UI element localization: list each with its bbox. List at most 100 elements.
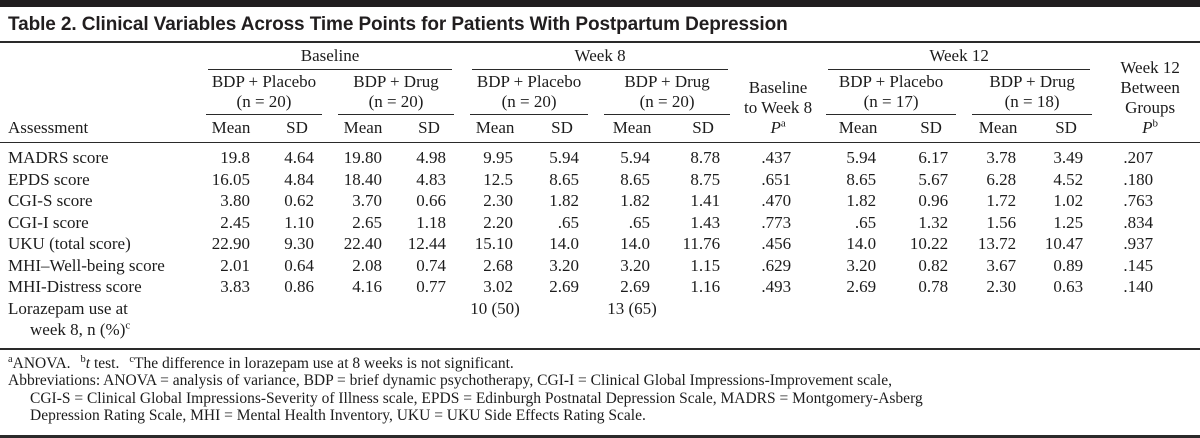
value-cell <box>898 298 964 349</box>
row-label: CGI-S score <box>8 191 93 210</box>
value-cell: 0.89 <box>1053 255 1084 275</box>
value-cell: 3.80 <box>220 191 250 210</box>
value-cell: 14.0 <box>620 234 651 253</box>
value-cell: 5.94 <box>846 148 877 167</box>
week12-spanner-label: Week 12 <box>828 46 1091 70</box>
value-cell: 3.83 <box>220 277 250 296</box>
value-cell <box>818 298 898 349</box>
value-cell: 3.02 <box>483 277 514 296</box>
value-cell: 12.5 <box>483 169 514 189</box>
value-cell: 0.74 <box>416 255 447 275</box>
value-cell <box>528 298 596 349</box>
value-cell: .937 <box>1123 234 1154 253</box>
baseline-to-week8-p-header: Baseline to Week 8 Pa <box>738 43 819 143</box>
value-cell: 1.82 <box>620 191 651 210</box>
value-cell: 1.10 <box>284 212 314 232</box>
value-cell: .456 <box>761 234 792 253</box>
value-cell: 19.80 <box>343 148 382 167</box>
value-cell: 2.69 <box>846 277 877 296</box>
week8-spanner-label: Week 8 <box>472 46 729 70</box>
value-cell: 0.86 <box>284 277 314 296</box>
p-header-line: Baseline <box>748 78 808 97</box>
value-cell: 0.77 <box>416 277 447 296</box>
value-cell: 22.40 <box>343 234 382 253</box>
baseline-placebo-group-header: BDP + Placebo (n = 20) <box>198 70 330 115</box>
mean-header: Mean <box>330 115 396 143</box>
mean-header: Mean <box>818 115 899 143</box>
sd-header: SD <box>396 115 463 143</box>
p-header-line: Between <box>1120 78 1180 97</box>
value-cell: 4.83 <box>416 169 447 189</box>
baseline-spanner-label: Baseline <box>208 46 453 70</box>
value-cell: 3.78 <box>986 148 1017 167</box>
value-cell: 1.82 <box>549 191 580 210</box>
value-cell: 2.45 <box>220 212 250 232</box>
footnote-a: aANOVA. <box>8 353 71 372</box>
value-cell: 1.56 <box>986 212 1017 232</box>
sd-header: SD <box>264 115 330 143</box>
value-cell: 1.72 <box>986 191 1017 210</box>
value-cell: 2.20 <box>483 212 514 232</box>
value-cell: .65 <box>628 212 651 232</box>
value-cell: 1.16 <box>690 277 721 296</box>
value-cell <box>1032 298 1100 349</box>
value-cell: .763 <box>1123 191 1154 210</box>
value-cell <box>1100 298 1200 349</box>
baseline-spanner: Baseline <box>198 43 462 70</box>
row-label: MADRS score <box>8 148 109 167</box>
count-cell: 13 (65) <box>607 298 657 318</box>
value-cell: 4.98 <box>416 148 447 167</box>
value-cell: 0.96 <box>918 191 949 210</box>
value-cell: 1.25 <box>1053 212 1084 232</box>
mean-header: Mean <box>462 115 529 143</box>
sd-header: SD <box>668 115 739 143</box>
sd-header: SD <box>898 115 965 143</box>
value-cell: 1.32 <box>918 212 949 232</box>
value-cell: 8.65 <box>846 169 877 189</box>
value-cell: 2.65 <box>352 212 382 232</box>
value-cell <box>330 298 396 349</box>
row-label: MHI-Distress score <box>8 277 142 296</box>
value-cell: 9.95 <box>483 148 514 167</box>
week12-between-groups-p-header: Week 12 Between Groups Pb <box>1100 43 1200 143</box>
value-cell: 1.41 <box>690 191 721 210</box>
week12-drug-group-header: BDP + Drug (n = 18) <box>964 70 1100 115</box>
baseline-drug-group-header: BDP + Drug (n = 20) <box>330 70 462 115</box>
value-cell: .629 <box>761 255 792 275</box>
value-cell: 0.82 <box>918 255 949 275</box>
value-cell: .145 <box>1123 255 1154 275</box>
mean-sd-header-row: Mean SD Mean SD Mean SD Mean SD Mean SD … <box>0 115 1200 143</box>
value-cell <box>668 298 738 349</box>
value-cell: .65 <box>557 212 580 232</box>
p-header-line: Groups <box>1125 98 1176 117</box>
row-label: MHI–Well-being score <box>8 255 165 275</box>
table-title: Table 2. Clinical Variables Across Time … <box>0 7 1200 43</box>
value-cell: 5.94 <box>620 148 651 167</box>
value-cell: 18.40 <box>343 169 382 189</box>
value-cell: 2.69 <box>620 277 651 296</box>
value-cell: 22.90 <box>211 234 250 253</box>
table-row: MHI–Well-being score 2.01 0.64 2.08 0.74 2.68… <box>0 255 1200 277</box>
value-cell: 1.15 <box>690 255 721 275</box>
value-cell: 3.67 <box>986 255 1017 275</box>
p-header-line: Week 12 <box>1120 58 1180 77</box>
value-cell: 13.72 <box>977 234 1017 253</box>
value-cell: 0.78 <box>918 277 949 296</box>
value-cell: 10.47 <box>1044 234 1084 253</box>
table-row: CGI-S score 3.80 0.62 3.70 0.66 2.30 1.82 1.82 1… <box>0 190 1200 212</box>
value-cell: 10.22 <box>909 234 949 253</box>
value-cell: 3.49 <box>1053 148 1084 167</box>
value-cell: 8.75 <box>690 169 721 189</box>
value-cell: 5.67 <box>918 169 949 189</box>
abbreviations-line-3: Depression Rating Scale, MHI = Mental He… <box>30 407 646 424</box>
row-label: CGI-I score <box>8 212 89 232</box>
value-cell: 5.94 <box>549 148 580 167</box>
row-label: Lorazepam use at week 8, n (%)c <box>8 298 131 339</box>
value-cell <box>738 298 818 349</box>
abbreviations-line-1: Abbreviations: ANOVA = analysis of varia… <box>8 372 892 389</box>
table-row: UKU (total score) 22.90 9.30 22.40 12.44 15.1… <box>0 233 1200 255</box>
mean-header: Mean <box>964 115 1033 143</box>
value-cell: .65 <box>854 212 877 232</box>
value-cell: 6.28 <box>986 169 1017 189</box>
